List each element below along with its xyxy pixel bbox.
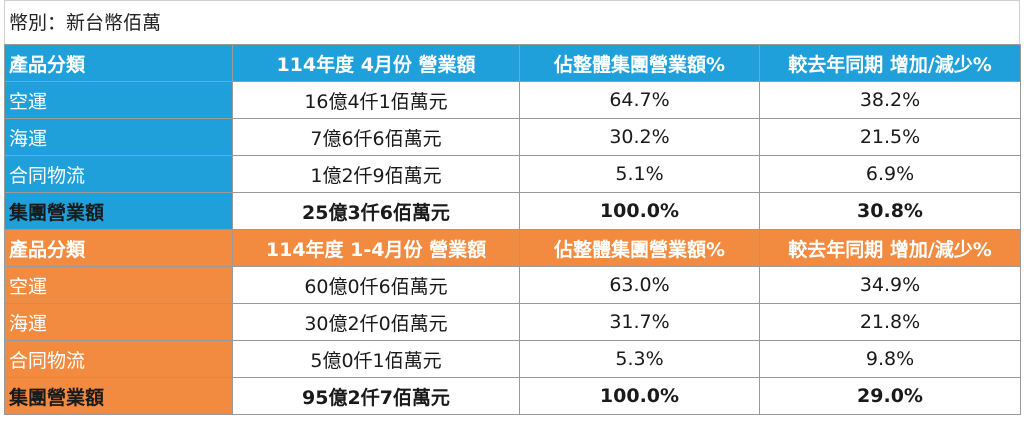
header-revenue: 114年度 4月份 營業額 — [232, 44, 520, 82]
total-change: 30.8% — [759, 192, 1021, 230]
row-revenue: 30億2仟0佰萬元 — [232, 303, 520, 341]
header-share: 佔整體集團營業額% — [519, 44, 760, 82]
total-share: 100.0% — [519, 192, 760, 230]
table-row: 海運 7億6仟6佰萬元 30.2% 21.5% — [4, 118, 1021, 156]
row-change: 38.2% — [759, 81, 1021, 119]
row-share: 63.0% — [519, 266, 760, 304]
row-revenue: 5億0仟1佰萬元 — [232, 340, 520, 378]
row-category: 空運 — [4, 266, 233, 304]
total-row: 集團營業額 25億3仟6佰萬元 100.0% 30.8% — [4, 192, 1021, 230]
header-change: 較去年同期 增加/減少% — [759, 44, 1021, 82]
total-category: 集團營業額 — [4, 377, 233, 415]
row-revenue: 7億6仟6佰萬元 — [232, 118, 520, 156]
row-revenue: 60億0仟6佰萬元 — [232, 266, 520, 304]
row-category: 海運 — [4, 303, 233, 341]
header-change: 較去年同期 增加/減少% — [759, 229, 1021, 267]
row-revenue: 1億2仟9佰萬元 — [232, 155, 520, 193]
row-category: 海運 — [4, 118, 233, 156]
currency-note: 幣別：新台幣佰萬 — [4, 0, 1020, 44]
total-revenue: 95億2仟7佰萬元 — [232, 377, 520, 415]
table-row: 合同物流 1億2仟9佰萬元 5.1% 6.9% — [4, 155, 1021, 193]
total-row: 集團營業額 95億2仟7佰萬元 100.0% 29.0% — [4, 377, 1021, 415]
table-row: 空運 16億4仟1佰萬元 64.7% 38.2% — [4, 81, 1021, 119]
row-change: 34.9% — [759, 266, 1021, 304]
header-category: 產品分類 — [4, 44, 233, 82]
table-header-row: 產品分類 114年度 4月份 營業額 佔整體集團營業額% 較去年同期 增加/減少… — [4, 44, 1021, 82]
row-change: 21.8% — [759, 303, 1021, 341]
row-category: 合同物流 — [4, 340, 233, 378]
row-share: 5.3% — [519, 340, 760, 378]
row-share: 5.1% — [519, 155, 760, 193]
row-revenue: 16億4仟1佰萬元 — [232, 81, 520, 119]
table-row: 海運 30億2仟0佰萬元 31.7% 21.8% — [4, 303, 1021, 341]
row-category: 空運 — [4, 81, 233, 119]
total-category: 集團營業額 — [4, 192, 233, 230]
total-share: 100.0% — [519, 377, 760, 415]
total-revenue: 25億3仟6佰萬元 — [232, 192, 520, 230]
row-share: 30.2% — [519, 118, 760, 156]
total-change: 29.0% — [759, 377, 1021, 415]
header-share: 佔整體集團營業額% — [519, 229, 760, 267]
row-share: 31.7% — [519, 303, 760, 341]
row-change: 6.9% — [759, 155, 1021, 193]
table-header-row: 產品分類 114年度 1-4月份 營業額 佔整體集團營業額% 較去年同期 增加/… — [4, 229, 1021, 267]
header-revenue: 114年度 1-4月份 營業額 — [232, 229, 520, 267]
row-category: 合同物流 — [4, 155, 233, 193]
header-category: 產品分類 — [4, 229, 233, 267]
row-share: 64.7% — [519, 81, 760, 119]
row-change: 21.5% — [759, 118, 1021, 156]
revenue-table: 產品分類 114年度 4月份 營業額 佔整體集團營業額% 較去年同期 增加/減少… — [4, 44, 1021, 415]
table-row: 合同物流 5億0仟1佰萬元 5.3% 9.8% — [4, 340, 1021, 378]
row-change: 9.8% — [759, 340, 1021, 378]
table-row: 空運 60億0仟6佰萬元 63.0% 34.9% — [4, 266, 1021, 304]
